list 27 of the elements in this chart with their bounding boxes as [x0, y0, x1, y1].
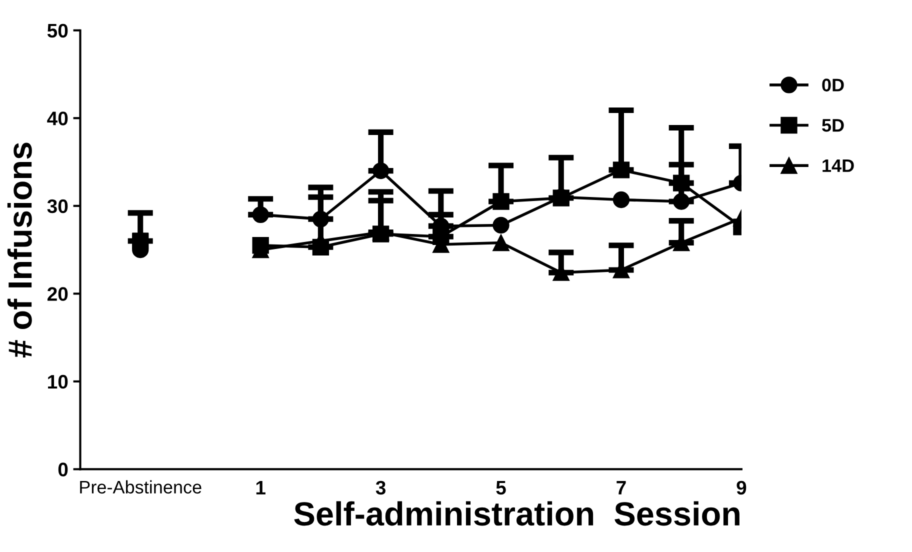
y-tick-label: 50	[47, 24, 68, 38]
point	[612, 162, 630, 178]
x-tick-label: 7	[616, 481, 626, 494]
point	[372, 162, 390, 180]
x-tick-label: 1	[256, 481, 266, 494]
x-tick-label: 5	[496, 481, 506, 495]
legend-label: 0D	[822, 78, 844, 92]
point	[673, 193, 690, 210]
y-axis-title: # of Infusions	[7, 142, 32, 358]
y-tick-label: 10	[48, 374, 68, 389]
point	[492, 234, 510, 252]
x-tick-label: 3	[376, 480, 386, 495]
y-tick-label: 30	[47, 199, 68, 214]
point	[312, 210, 330, 228]
point	[492, 193, 510, 210]
legend-label: 14D	[822, 159, 854, 172]
legend-label: 5D	[822, 119, 844, 132]
point	[492, 216, 510, 234]
x-tick-label: Pre-Abstinence	[80, 480, 202, 494]
y-tick-label: 20	[48, 287, 68, 301]
x-tick-label: 9	[736, 480, 746, 495]
y-tick-label: 0	[58, 462, 68, 476]
point	[673, 174, 690, 192]
point	[252, 206, 269, 224]
x-axis-title: Self-administration Session	[294, 501, 740, 526]
point	[612, 191, 630, 208]
y-tick-label: 40	[47, 112, 68, 126]
